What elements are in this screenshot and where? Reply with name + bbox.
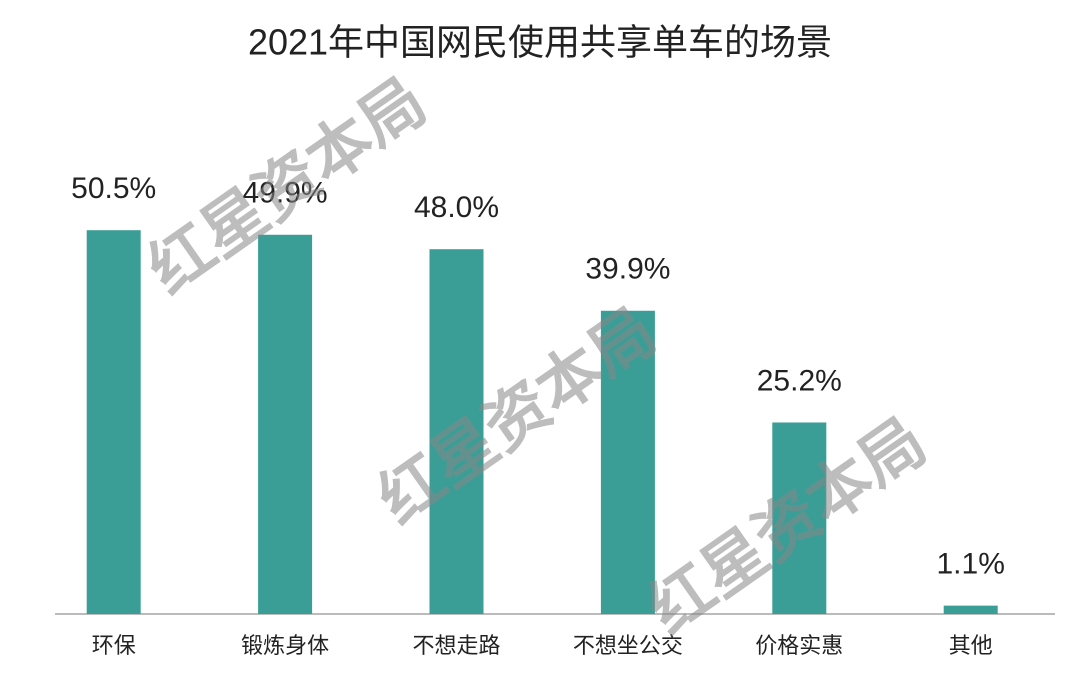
x-tick-label: 环保 [92,633,136,658]
bar [258,234,313,614]
x-tick-label: 价格实惠 [755,633,843,658]
x-tick-label: 不想走路 [412,633,500,658]
x-tick-label: 不想坐公交 [573,633,683,658]
value-label: 49.9% [243,177,328,210]
bar [772,422,827,614]
value-label: 25.2% [757,364,842,397]
x-tick-label: 其他 [949,633,993,658]
value-label: 48.0% [414,191,499,224]
bar [86,230,141,614]
x-tick-label: 锻炼身体 [241,633,329,658]
value-label: 39.9% [585,253,670,286]
bar [600,310,655,614]
chart-title: 2021年中国网民使用共享单车的场景 [248,22,832,63]
bar [943,605,998,614]
bar [429,249,484,614]
value-label: 1.1% [937,548,1005,581]
value-label: 50.5% [71,172,156,205]
